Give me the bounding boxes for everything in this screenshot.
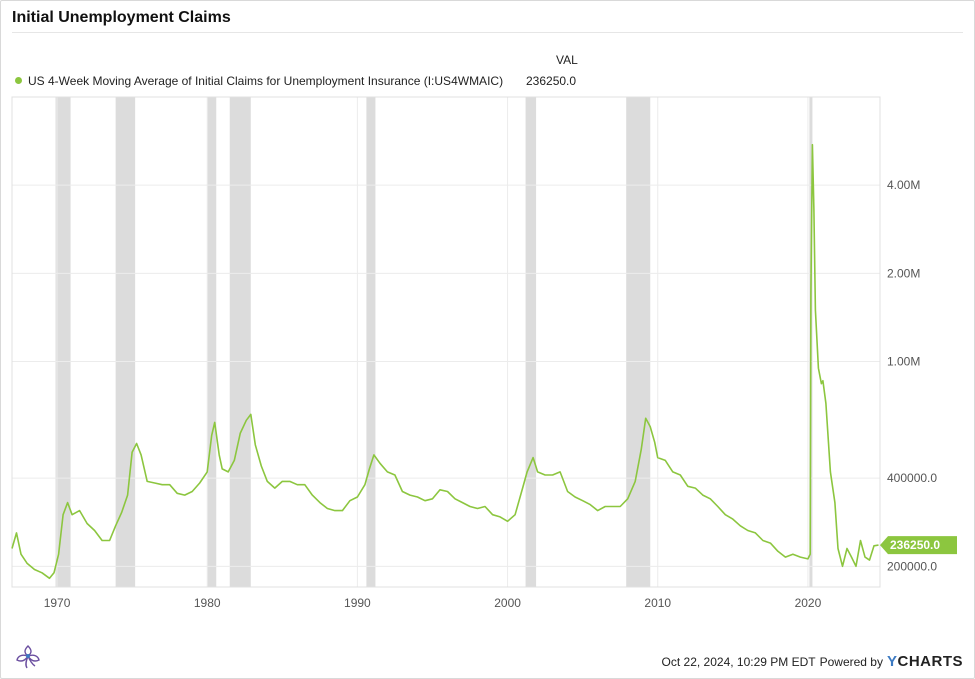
recession-band xyxy=(229,97,251,587)
recession-band xyxy=(55,97,71,587)
last-value-badge xyxy=(880,536,957,555)
chart-logo-icon xyxy=(13,642,43,675)
x-tick-label: 2010 xyxy=(644,596,671,610)
recession-band xyxy=(207,97,217,587)
x-tick-label: 1970 xyxy=(44,596,71,610)
x-axis-ticks: 1970 1980 1990 2000 2010 2020 xyxy=(44,596,822,610)
gridlines xyxy=(12,97,880,587)
y-tick-label: 4.00M xyxy=(887,178,920,192)
ycharts-brand-y: Y xyxy=(886,653,898,670)
title-divider xyxy=(12,32,963,33)
recession-band xyxy=(525,97,537,587)
recession-band xyxy=(115,97,136,587)
legend-series-value: 236250.0 xyxy=(526,74,577,88)
recession-band xyxy=(366,97,376,587)
y-tick-label: 400000.0 xyxy=(887,471,937,485)
recession-band xyxy=(626,97,651,587)
footer: Oct 22, 2024, 10:29 PM EDT Powered by YC… xyxy=(662,653,963,670)
y-tick-label: 200000.0 xyxy=(887,559,937,573)
last-value-label: 236250.0 xyxy=(890,538,940,552)
legend-entry[interactable]: US 4-Week Moving Average of Initial Clai… xyxy=(15,74,576,88)
x-tick-label: 1980 xyxy=(194,596,221,610)
y-tick-label: 1.00M xyxy=(887,355,920,369)
chart-title: Initial Unemployment Claims xyxy=(12,9,231,26)
legend-series-dot xyxy=(15,77,22,84)
series-layer xyxy=(11,143,879,580)
plot-area-border xyxy=(11,96,881,588)
y-tick-label: 2.00M xyxy=(887,266,920,280)
legend-value-header: VAL xyxy=(556,53,578,67)
recession-bands xyxy=(55,97,813,587)
legend-series-name: US 4-Week Moving Average of Initial Clai… xyxy=(28,74,504,88)
ycharts-brand-rest: CHARTS xyxy=(897,653,963,670)
footer-powered-by: Powered by xyxy=(819,654,883,669)
x-tick-label: 1990 xyxy=(344,596,371,610)
x-tick-label: 2000 xyxy=(494,596,521,610)
ycharts-brand-link[interactable]: YCHARTS xyxy=(887,653,963,670)
y-axis-ticks: 200000.0 400000.0 1.00M 2.00M 4.00M xyxy=(887,178,937,573)
x-tick-label: 2020 xyxy=(795,596,822,610)
footer-timestamp: Oct 22, 2024, 10:29 PM EDT xyxy=(661,654,816,669)
last-value-marker: 236250.0 xyxy=(880,536,957,555)
series-line[interactable] xyxy=(11,143,879,580)
